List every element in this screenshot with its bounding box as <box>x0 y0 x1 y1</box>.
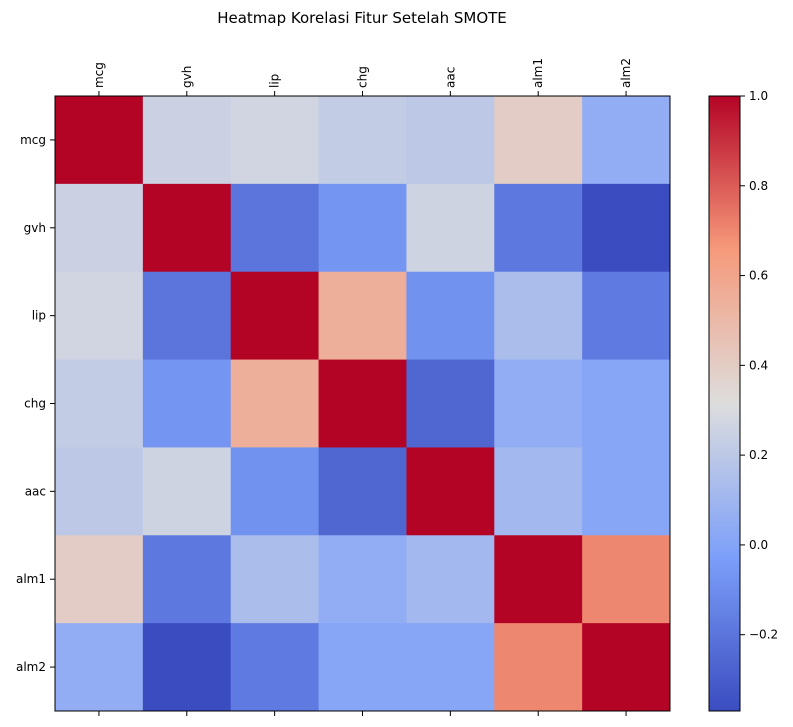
heatmap-cell-chg-alm1 <box>494 359 583 448</box>
x-tick-label-alm1: alm1 <box>531 58 545 88</box>
heatmap-cell-alm1-gvh <box>142 535 232 624</box>
heatmap-cell-chg-chg <box>318 359 407 448</box>
heatmap-cell-mcg-aac <box>406 96 495 185</box>
heatmap-cell-alm1-mcg <box>55 535 144 624</box>
x-tick-label-lip: lip <box>268 74 282 88</box>
heatmap-cell-alm1-alm2 <box>582 535 671 624</box>
heatmap-cell-mcg-alm1 <box>494 96 583 185</box>
colorbar-tick-label-0.6: 0.6 <box>749 269 768 283</box>
y-tick-label-alm2: alm2 <box>16 660 46 674</box>
heatmap-cell-aac-lip <box>230 447 320 536</box>
heatmap-cell-alm1-lip <box>230 535 320 624</box>
heatmap-cell-gvh-alm1 <box>494 183 583 273</box>
heatmap-cell-chg-gvh <box>142 359 232 448</box>
heatmap-cell-gvh-aac <box>406 183 495 273</box>
colorbar-tick-label-1.0: 1.0 <box>749 89 768 103</box>
heatmap-cell-aac-mcg <box>55 447 144 536</box>
chart-title: Heatmap Korelasi Fitur Setelah SMOTE <box>217 9 507 27</box>
y-tick-label-lip: lip <box>32 309 46 323</box>
heatmap-cell-lip-lip <box>230 271 320 361</box>
heatmap-cell-lip-aac <box>406 271 495 361</box>
colorbar: 1.0 0.8 0.6 0.4 0.2 0.0 −0.2 <box>708 89 778 712</box>
colorbar-tick-label-−0.2: −0.2 <box>749 628 778 642</box>
heatmap-cell-alm1-aac <box>406 535 495 624</box>
heatmap-cell-mcg-gvh <box>142 96 232 185</box>
heatmap-cell-mcg-chg <box>318 96 407 185</box>
x-tick-labels: mcg gvh lip chg aac alm1 alm2 <box>92 58 633 716</box>
colorbar-gradient <box>708 95 741 712</box>
heatmap-cell-chg-aac <box>406 359 495 448</box>
x-tick-label-gvh: gvh <box>180 66 194 88</box>
heatmap-cell-alm2-chg <box>318 623 407 712</box>
colorbar-tick-label-0.2: 0.2 <box>749 448 768 462</box>
heatmap-cell-aac-gvh <box>142 447 232 536</box>
heatmap-cell-aac-alm1 <box>494 447 583 536</box>
heatmap-cell-aac-aac <box>406 447 495 536</box>
heatmap-cell-gvh-alm2 <box>582 183 671 273</box>
heatmap-cell-alm2-aac <box>406 623 495 712</box>
colorbar-tick-label-0.8: 0.8 <box>749 179 768 193</box>
y-tick-label-mcg: mcg <box>20 133 46 147</box>
heatmap-cell-alm2-gvh <box>142 623 232 712</box>
heatmap-cell-chg-lip <box>230 359 320 448</box>
y-tick-label-gvh: gvh <box>24 221 46 235</box>
heatmap-cell-chg-alm2 <box>582 359 671 448</box>
colorbar-tick-label-0.4: 0.4 <box>749 358 768 372</box>
heatmap-cell-lip-gvh <box>142 271 232 361</box>
heatmap-cell-gvh-gvh <box>142 183 232 273</box>
heatmap-cell-mcg-mcg <box>55 96 144 185</box>
x-tick-label-mcg: mcg <box>92 62 106 88</box>
heatmap-cell-mcg-alm2 <box>582 96 671 185</box>
heatmap-cell-lip-alm1 <box>494 271 583 361</box>
x-tick-label-alm2: alm2 <box>619 58 633 88</box>
heatmap-cell-gvh-chg <box>318 183 407 273</box>
heatmap-cell-alm2-alm2 <box>582 623 671 712</box>
heatmap-cell-lip-chg <box>318 271 407 361</box>
y-tick-label-alm1: alm1 <box>16 572 46 586</box>
heatmap-cell-gvh-mcg <box>55 183 144 273</box>
y-tick-label-aac: aac <box>25 484 46 498</box>
heatmap-cell-alm1-alm1 <box>494 535 583 624</box>
colorbar-tick-label-0.0: 0.0 <box>749 538 768 552</box>
x-tick-label-aac: aac <box>443 67 457 88</box>
y-tick-labels: mcg gvh lip chg aac alm1 alm2 <box>16 133 55 674</box>
heatmap-cell-alm1-chg <box>318 535 407 624</box>
x-tick-label-chg: chg <box>356 66 370 88</box>
heatmap-cell-aac-alm2 <box>582 447 671 536</box>
y-tick-label-chg: chg <box>24 397 46 411</box>
heatmap-cell-mcg-lip <box>230 96 320 185</box>
heatmap-cell-chg-mcg <box>55 359 144 448</box>
heatmap-cell-alm2-alm1 <box>494 623 583 712</box>
heatmap-cell-lip-mcg <box>55 271 144 361</box>
heatmap-cell-lip-alm2 <box>582 271 671 361</box>
heatmap-cell-aac-chg <box>318 447 407 536</box>
heatmap-cell-alm2-mcg <box>55 623 144 712</box>
heatmap-cell-gvh-lip <box>230 183 320 273</box>
heatmap-cells <box>55 96 671 712</box>
heatmap-cell-alm2-lip <box>230 623 320 712</box>
